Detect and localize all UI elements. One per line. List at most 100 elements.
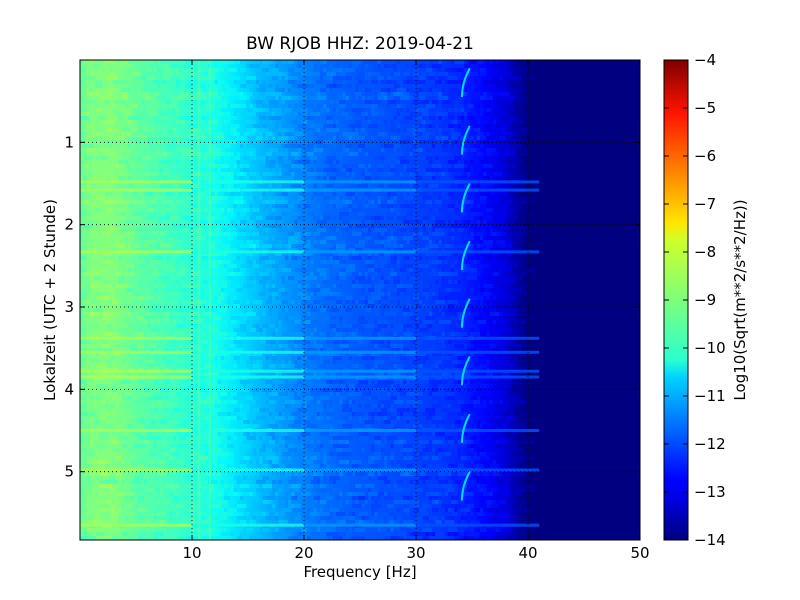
- spectrogram-cell: [451, 184, 455, 188]
- spectrogram-cell: [185, 372, 192, 376]
- spectrogram-cell: [368, 72, 372, 76]
- spectrogram-cell: [329, 260, 333, 264]
- spectrogram-cell: [486, 124, 493, 128]
- spectrogram-cell: [361, 200, 365, 204]
- spectrogram-cell: [166, 296, 173, 300]
- spectrogram-cell: [214, 168, 218, 172]
- spectrogram-cell: [211, 384, 215, 388]
- spectrogram-cell: [144, 344, 148, 348]
- spectrogram-cell: [412, 128, 416, 132]
- spectrogram-cell: [192, 344, 196, 348]
- spectrogram-cell: [454, 96, 461, 100]
- spectrogram-cell: [441, 252, 448, 256]
- spectrogram-cell: [137, 284, 148, 288]
- spectrogram-cell: [438, 364, 442, 368]
- spectrogram-cell: [364, 164, 368, 168]
- spectrogram-cell: [320, 272, 330, 276]
- spectrogram-cell: [464, 120, 468, 124]
- spectrogram-cell: [188, 132, 199, 136]
- spectrogram-cell: [425, 92, 436, 96]
- spectrogram-cell: [393, 80, 397, 84]
- spectrogram-cell: [403, 96, 413, 100]
- spectrogram-cell: [291, 348, 295, 352]
- spectrogram-cell: [323, 348, 333, 352]
- spectrogram-cell: [441, 104, 452, 108]
- spectrogram-cell: [393, 144, 400, 148]
- spectrogram-cell: [227, 60, 234, 64]
- spectrogram-cell: [371, 152, 375, 156]
- spectrogram-cell: [473, 264, 484, 268]
- spectrogram-cell: [176, 136, 180, 140]
- spectrogram-cell: [377, 60, 381, 64]
- spectrogram-cell: [422, 88, 426, 92]
- spectrogram-cell: [297, 276, 308, 280]
- spectrogram-cell: [83, 276, 90, 280]
- spectrogram-cell: [422, 220, 426, 224]
- spectrogram-cell: [118, 256, 122, 260]
- spectrogram-cell: [144, 80, 154, 84]
- spectrogram-cell: [150, 352, 154, 356]
- spectrogram-cell: [323, 60, 327, 64]
- spectrogram-cell: [310, 84, 314, 88]
- spectrogram-cell: [336, 80, 346, 84]
- spectrogram-cell: [400, 276, 404, 280]
- spectrogram-cell: [131, 384, 135, 388]
- spectrogram-cell: [150, 300, 154, 304]
- spectrogram-cell: [524, 344, 532, 348]
- spectrogram-cell: [99, 104, 103, 108]
- spectrogram-cell: [217, 252, 228, 256]
- spectrogram-cell: [419, 148, 423, 152]
- spectrogram-cell: [297, 196, 308, 200]
- spectrogram-cell: [83, 88, 90, 92]
- spectrogram-cell: [393, 248, 404, 252]
- spectrogram-cell: [265, 192, 269, 196]
- spectrogram-cell: [515, 76, 522, 80]
- spectrogram-cell: [150, 332, 157, 336]
- spectrogram-cell: [419, 156, 429, 160]
- spectrogram-cell: [112, 204, 119, 208]
- spectrogram-cell: [208, 148, 215, 152]
- spectrogram-cell: [147, 264, 154, 268]
- spectrogram-cell: [310, 308, 320, 312]
- spectrogram-cell: [361, 136, 365, 140]
- spectrogram-cell: [444, 228, 448, 232]
- spectrogram-cell: [220, 80, 228, 84]
- spectrogram-cell: [438, 288, 448, 292]
- spectrogram-cell: [176, 120, 186, 124]
- spectrogram-cell: [281, 360, 285, 364]
- spectrogram-cell: [512, 372, 516, 376]
- spectrogram-cell: [470, 212, 480, 216]
- spectrogram-cell: [403, 224, 407, 228]
- spectrogram-cell: [99, 136, 103, 140]
- spectrogram-cell: [387, 104, 391, 108]
- spectrogram-cell: [115, 304, 119, 308]
- spectrogram-cell: [396, 236, 407, 240]
- spectrogram-cell: [92, 272, 96, 276]
- spectrogram-cell: [403, 72, 410, 76]
- spectrogram-cell: [262, 276, 269, 280]
- spectrogram-cell: [265, 216, 272, 220]
- spectrogram-cell: [448, 192, 458, 196]
- spectrogram-cell: [176, 84, 180, 88]
- spectrogram-cell: [422, 76, 426, 80]
- spectrogram-cell: [352, 384, 356, 388]
- spectrogram-cell: [496, 196, 500, 200]
- spectrogram-cell: [368, 280, 372, 284]
- spectrogram-cell: [473, 92, 477, 96]
- spectrogram-cell: [198, 168, 205, 172]
- spectrogram-cell: [505, 348, 509, 352]
- spectrogram-cell: [131, 204, 135, 208]
- spectrogram-cell: [384, 120, 388, 124]
- spectrogram-cell: [179, 192, 183, 196]
- spectrogram-cell: [355, 108, 365, 112]
- spectrogram-cell: [278, 316, 285, 320]
- spectrogram-cell: [268, 240, 279, 244]
- spectrogram-cell: [236, 332, 247, 336]
- spectrogram-cell: [470, 232, 477, 236]
- spectrogram-cell: [336, 236, 340, 240]
- spectrogram-cell: [243, 304, 253, 308]
- spectrogram-cell: [288, 356, 292, 360]
- spectrogram-cell: [313, 216, 320, 220]
- spectrogram-cell: [115, 272, 122, 276]
- spectrogram-cell: [192, 240, 196, 244]
